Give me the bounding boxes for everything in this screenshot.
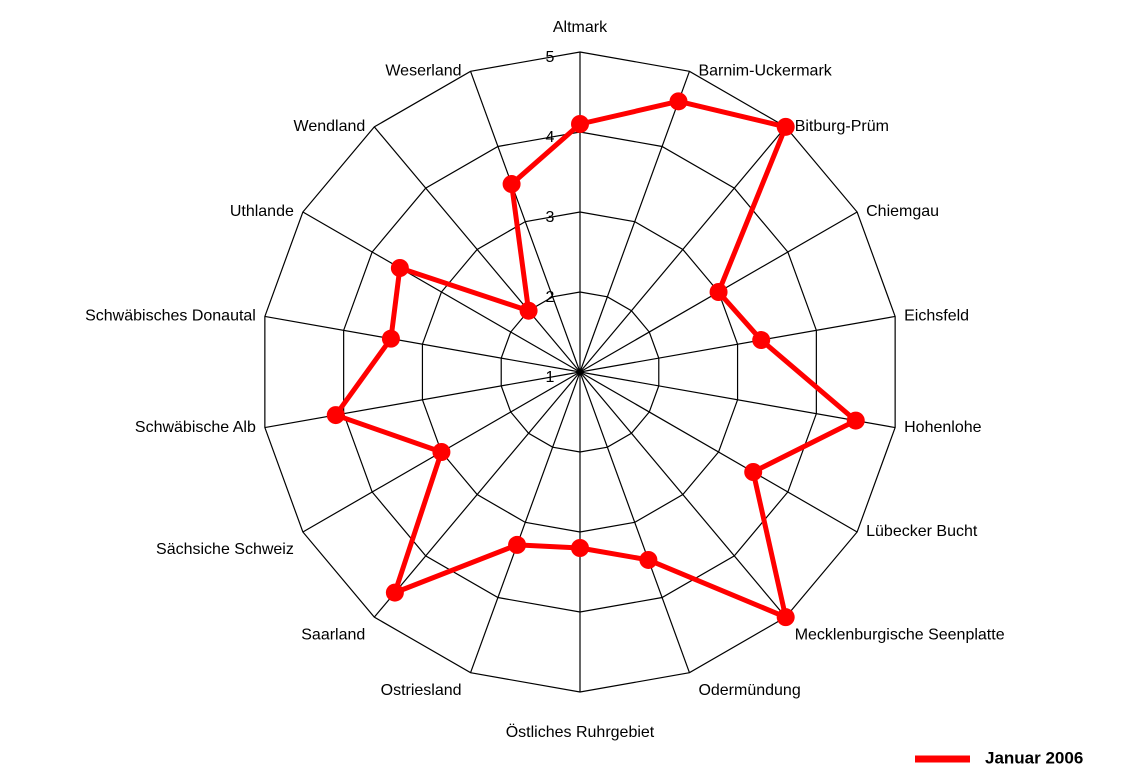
axis-spoke [579,371,691,673]
data-point [381,329,400,348]
data-point [669,92,688,111]
category-label: Hohenlohe [904,419,982,436]
series-line [333,98,859,620]
legend-label: Januar 2006 [985,748,1083,767]
category-label: Schwäbische Alb [135,419,256,436]
data-point [571,539,589,557]
axis-spoke [264,371,581,429]
category-label: Östliches Ruhrgebiet [506,723,655,741]
axis-spoke [264,315,581,373]
category-label: Schwäbisches Donautal [85,308,256,325]
r-tick-label: 3 [546,209,555,226]
data-point [709,283,728,301]
data-point [776,608,795,627]
category-label: Ostriesland [381,682,462,699]
axis-spoke [579,126,787,373]
data-point [502,175,521,194]
axis-spoke [469,71,581,373]
category-label: Sächsiche Schweiz [156,541,294,558]
data-point [752,331,771,350]
data-point [776,117,795,136]
category-label: Wendland [294,118,366,135]
data-point [639,550,658,569]
axis-spoke [373,126,581,373]
r-tick-label: 4 [546,129,555,146]
data-point [432,443,451,461]
data-point [385,583,404,602]
axis-spoke [302,211,581,373]
data-point [326,406,345,425]
category-label: Uthlande [230,203,294,220]
data-point [519,301,538,320]
category-label: Altmark [553,19,608,36]
category-label: Barnim-Uckermark [698,63,832,80]
r-tick-label: 2 [546,289,555,306]
axis-spoke [373,371,581,618]
data-point [508,535,527,554]
category-label: Saarland [301,626,365,643]
category-label: Mecklenburgische Seenplatte [795,626,1005,643]
category-label: Weserland [385,63,461,80]
r-tick-label: 1 [546,369,555,386]
axis-spoke [579,371,896,429]
axis-spoke [579,371,787,618]
data-point [390,259,409,277]
category-label: Chiemgau [866,203,939,220]
axis-spoke [579,71,691,373]
r-tick-label: 5 [546,49,555,66]
axis-spoke [579,371,858,533]
axis-spoke [579,315,896,373]
data-point [744,463,763,481]
category-label: Bitburg-Prüm [795,118,889,135]
category-label: Odermündung [698,682,800,699]
data-point [571,115,589,133]
category-label: Eichsfeld [904,308,969,325]
category-label: Lübecker Bucht [866,523,978,540]
axis-spoke [469,371,581,673]
data-point [846,411,865,430]
